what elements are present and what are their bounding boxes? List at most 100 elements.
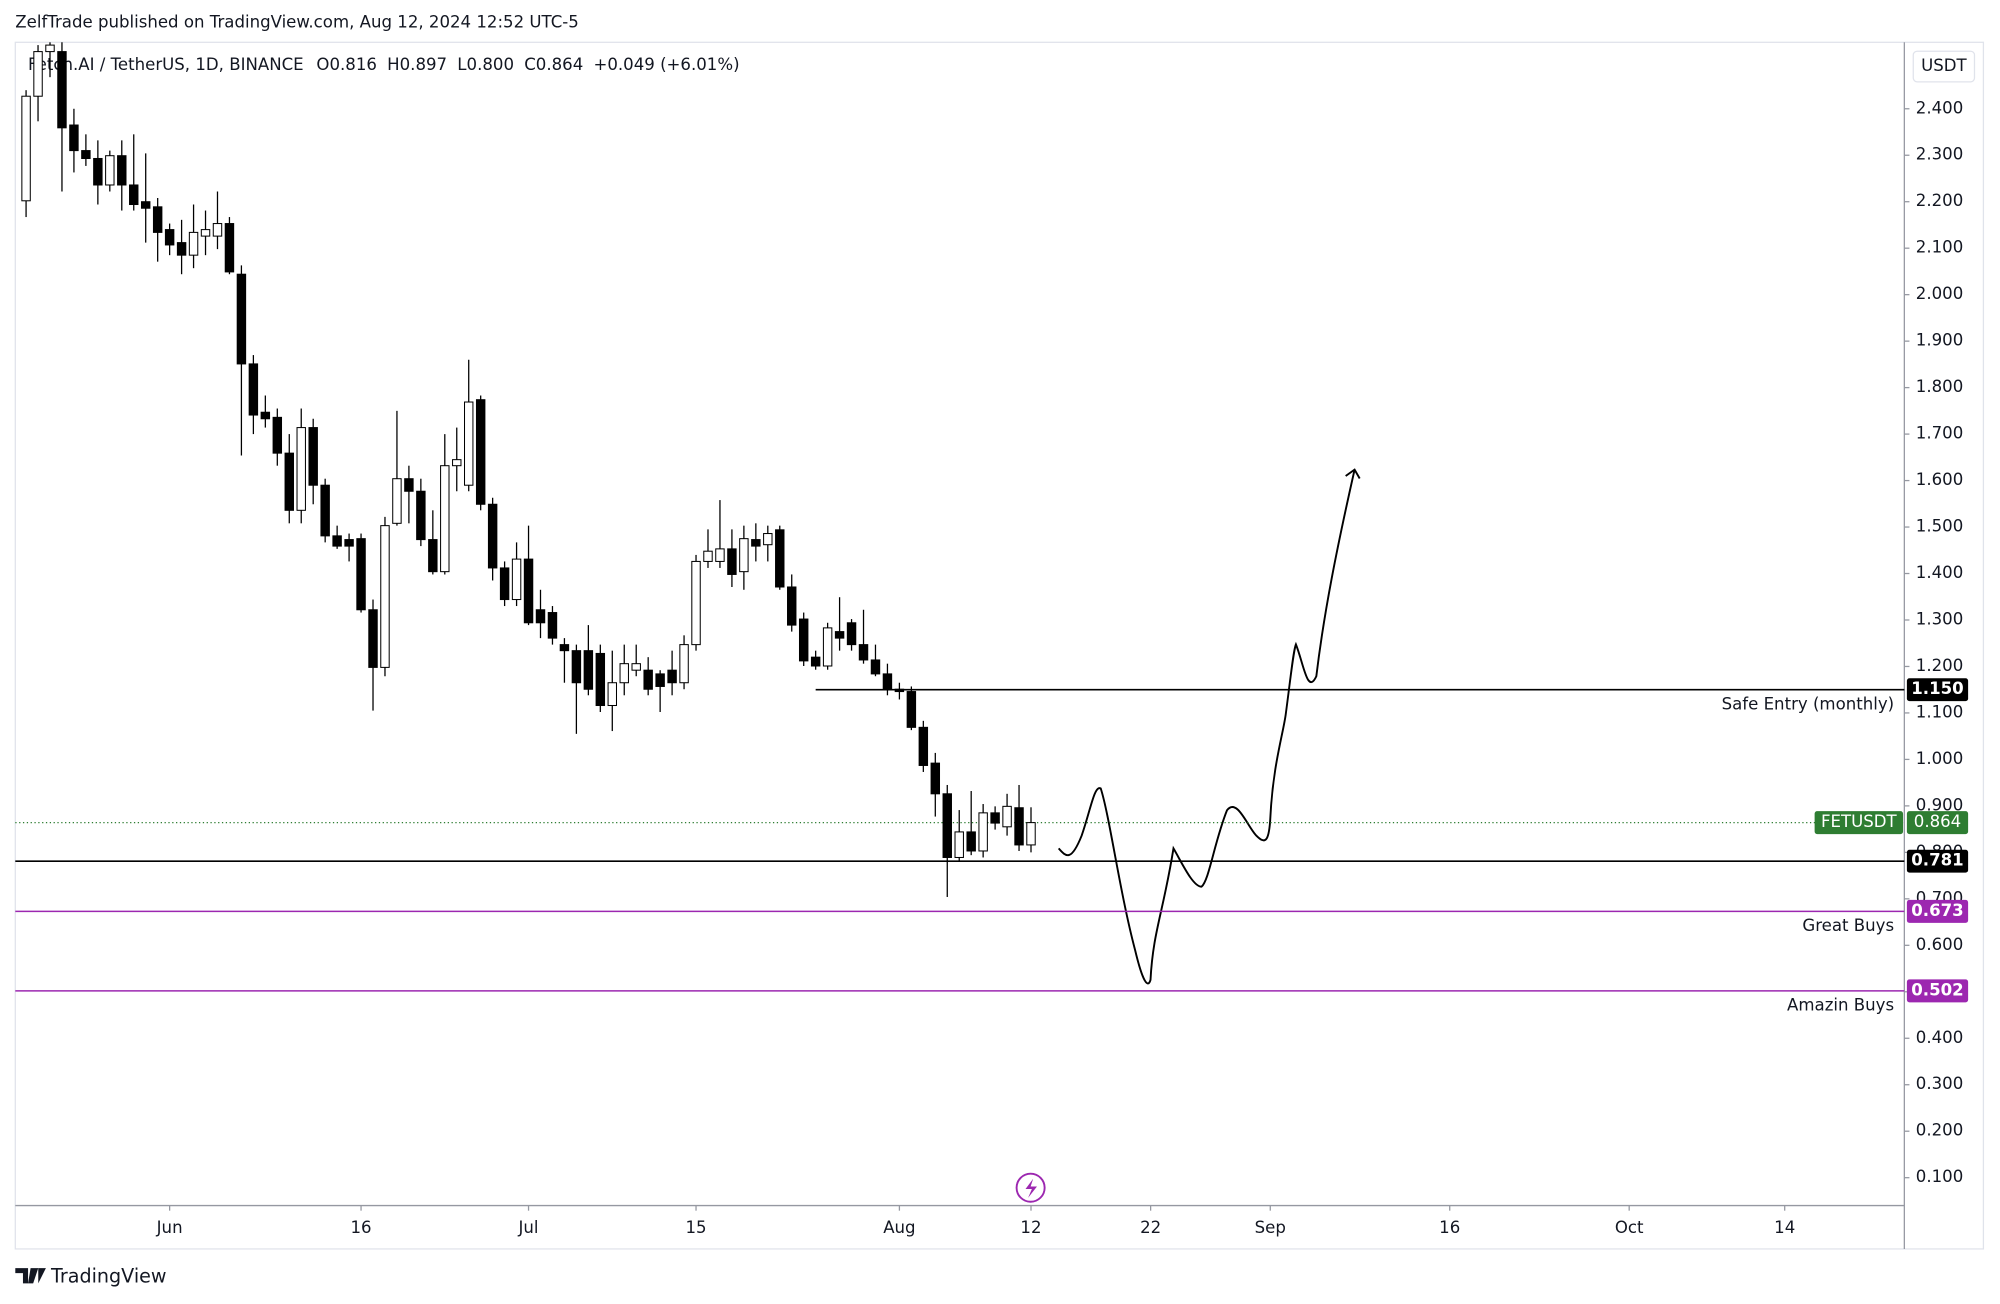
candle-body	[356, 538, 366, 611]
frame	[14, 41, 1985, 1250]
candle-body	[404, 478, 414, 492]
candle-body	[117, 155, 127, 186]
legend-value: C0.864	[524, 55, 583, 74]
candle-body	[21, 95, 31, 202]
candle-body	[559, 644, 570, 652]
candle-body	[81, 150, 91, 160]
candle-body	[93, 157, 103, 186]
candle-body	[200, 229, 211, 237]
x-tick-label: Oct	[1615, 1218, 1644, 1237]
candle-body	[583, 650, 594, 690]
y-tick-label: 1.100	[1916, 702, 1963, 721]
candle-body	[428, 539, 438, 573]
candle-body	[452, 459, 462, 467]
candle-body	[703, 550, 713, 562]
candle-body	[69, 124, 79, 152]
candle-body	[942, 793, 952, 858]
y-tick-label: 1.000	[1916, 749, 1963, 768]
candle-body	[930, 762, 941, 795]
candle-body	[152, 206, 163, 233]
candle-body	[751, 539, 761, 547]
candle-body	[966, 831, 976, 852]
y-tick-label: 0.900	[1916, 795, 1963, 814]
candle-body	[320, 484, 330, 537]
candle-body	[344, 539, 354, 547]
legend-value: +0.049 (+6.01%)	[593, 55, 739, 74]
x-tick-label: 16	[350, 1218, 371, 1237]
y-tick-label: 1.500	[1916, 517, 1963, 536]
y-tick-label: 1.900	[1916, 331, 1963, 350]
candle-body	[487, 503, 498, 569]
candle-body	[164, 229, 175, 246]
candle-body	[248, 363, 259, 416]
candle-body	[523, 558, 534, 624]
price-tag-label: 1.150	[1911, 679, 1963, 698]
price-tag-label: 0.502	[1911, 980, 1963, 999]
candle-body	[140, 201, 151, 209]
legend-value: L0.800	[457, 55, 514, 74]
candle-body	[212, 223, 223, 237]
candle-body	[595, 652, 606, 707]
candle-body	[236, 273, 247, 365]
projection-path	[1057, 469, 1356, 985]
candle-body	[763, 533, 773, 546]
candle-body	[284, 452, 294, 511]
candle-body	[475, 399, 486, 505]
header: ZelfTrade published on TradingView.com, …	[15, 13, 579, 32]
candle-body	[547, 612, 558, 639]
candle-body	[822, 627, 833, 667]
footer: TradingView	[50, 1264, 167, 1287]
candle-body	[296, 427, 306, 511]
candle-body	[607, 682, 618, 707]
candle-body	[176, 242, 187, 256]
candle-body	[1026, 822, 1036, 846]
candle-body	[1014, 807, 1024, 846]
y-tick-label: 0.400	[1916, 1028, 1963, 1047]
y-tick-label: 2.100	[1916, 238, 1963, 257]
currency-box	[1912, 50, 1976, 83]
candle-body	[499, 567, 510, 601]
candle-body	[954, 831, 964, 858]
x-tick-label: Jun	[156, 1218, 183, 1237]
candle-body	[667, 669, 677, 684]
y-tick-label: 0.300	[1916, 1074, 1963, 1093]
candle-body	[631, 663, 641, 671]
candle-body	[416, 490, 426, 541]
candle-body	[224, 223, 235, 273]
legend-value: H0.897	[387, 55, 447, 74]
legend-value: O0.816	[316, 55, 377, 74]
currency: USDT	[1921, 56, 1967, 75]
x-tick-label: Aug	[883, 1218, 915, 1237]
last-price-tag	[1906, 811, 1969, 835]
candle-body	[715, 548, 725, 562]
candle-body	[990, 812, 1000, 824]
x-tick-label: 16	[1439, 1218, 1460, 1237]
candle-body	[380, 525, 390, 668]
legend-title: Fetch.AI / TetherUS, 1D, BINANCE	[28, 55, 304, 74]
candle-body	[870, 659, 881, 675]
candle-body	[440, 465, 450, 573]
candle-body	[332, 535, 342, 547]
y-tick-label: 1.600	[1916, 470, 1963, 489]
level-label: Great Buys	[1802, 916, 1894, 935]
candle-body	[619, 663, 629, 684]
candle-body	[643, 669, 653, 690]
candle-body	[882, 673, 893, 690]
price-tag	[1906, 899, 1969, 923]
candle-body	[846, 622, 857, 646]
x-tick-label: 14	[1774, 1218, 1795, 1237]
candle-body	[1002, 805, 1012, 828]
candle-body	[571, 650, 582, 684]
y-tick-label: 0.600	[1916, 935, 1963, 954]
candle-body	[691, 560, 701, 646]
candle-body	[260, 411, 271, 420]
x-tick-label: 22	[1140, 1218, 1161, 1237]
candle-body	[679, 644, 689, 684]
price-tag-label: 0.781	[1911, 851, 1963, 870]
last-price-tag-label: 0.864	[1914, 812, 1961, 831]
y-tick-label: 1.200	[1916, 656, 1963, 675]
y-tick-label: 1.800	[1916, 377, 1963, 396]
candle-body	[906, 691, 917, 728]
